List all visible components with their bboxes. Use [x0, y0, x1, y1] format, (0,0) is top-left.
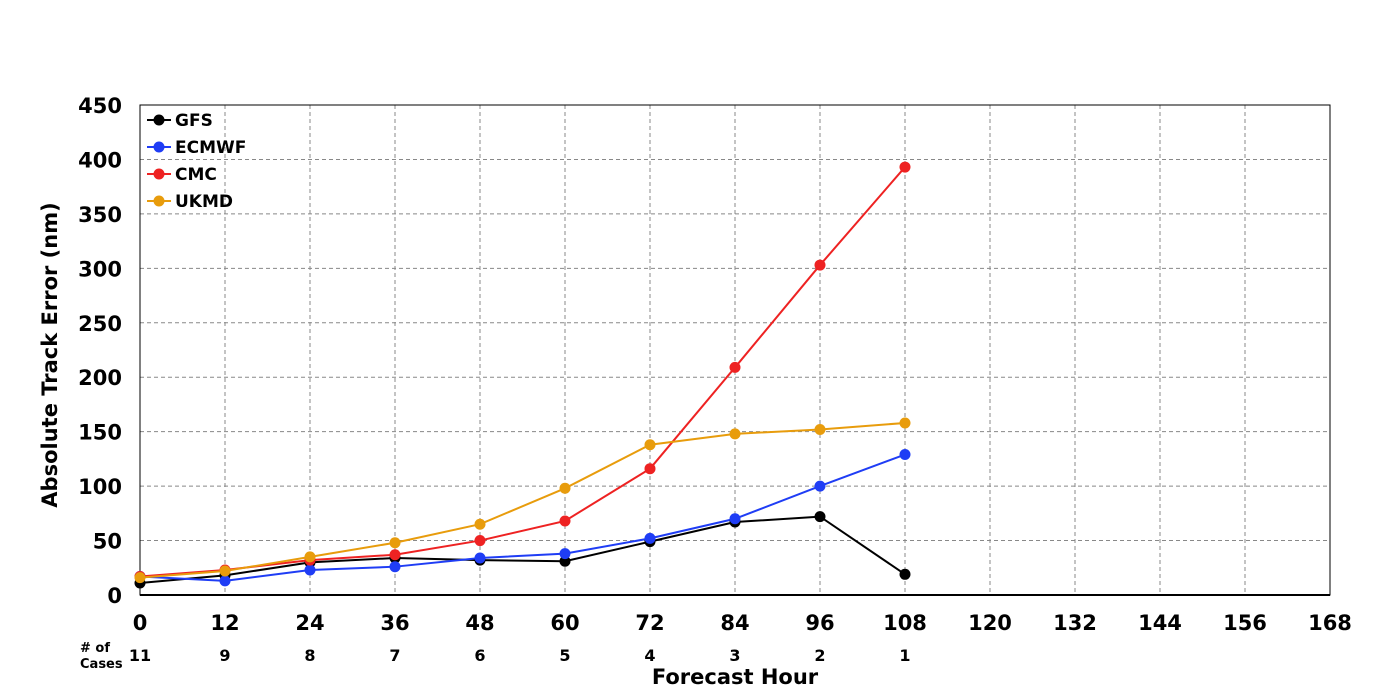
legend-marker-ecmwf	[153, 141, 165, 153]
case-count: 4	[644, 646, 655, 665]
series-line-gfs	[139, 515, 906, 585]
case-count: 6	[474, 646, 485, 665]
y-tick-label: 200	[78, 366, 122, 390]
x-tick-label: 36	[380, 611, 409, 635]
x-tick-label: 168	[1308, 611, 1352, 635]
data-point-ukmd	[814, 423, 826, 435]
case-count: 11	[129, 646, 151, 665]
x-tick-label: 72	[635, 611, 664, 635]
data-point-ecmwf	[729, 513, 741, 525]
data-point-ukmd	[219, 565, 231, 577]
legend-label-gfs: GFS	[175, 111, 213, 131]
y-tick-label: 300	[78, 257, 122, 281]
data-point-ecmwf	[474, 552, 486, 564]
data-point-cmc	[644, 463, 656, 475]
data-point-ecmwf	[304, 564, 316, 576]
data-point-ecmwf	[644, 532, 656, 544]
cases-label-line2: Cases	[80, 657, 123, 672]
y-tick-labels: 0 50 100 150 200 250 300 350 400 450	[78, 94, 122, 608]
x-axis-title: Forecast Hour	[652, 665, 819, 689]
x-tick-label: 12	[210, 611, 239, 635]
y-axis-title: Absolute Track Error (nm)	[38, 202, 62, 507]
data-point-cmc	[389, 549, 401, 561]
data-point-ukmd	[389, 537, 401, 549]
x-tick-label: 108	[883, 611, 927, 635]
data-point-ukmd	[304, 551, 316, 563]
data-point-ecmwf	[559, 548, 571, 560]
case-count: 8	[304, 646, 315, 665]
data-point-gfs	[899, 568, 911, 580]
data-point-ukmd	[559, 482, 571, 494]
x-tick-label: 48	[465, 611, 494, 635]
legend-label-cmc: CMC	[175, 165, 217, 185]
case-count: 5	[559, 646, 570, 665]
data-point-ukmd	[474, 518, 486, 530]
legend-marker-gfs	[153, 114, 165, 126]
data-point-cmc	[729, 361, 741, 373]
y-tick-label: 250	[78, 312, 122, 336]
x-tick-label: 144	[1138, 611, 1182, 635]
data-point-ecmwf	[389, 561, 401, 573]
data-point-ukmd	[729, 428, 741, 440]
x-tick-label: 0	[133, 611, 148, 635]
data-point-cmc	[474, 535, 486, 547]
x-tick-label: 24	[295, 611, 324, 635]
cases-label-line1: # of	[80, 641, 110, 656]
case-count: 2	[814, 646, 825, 665]
series-line-ecmwf	[139, 453, 906, 582]
data-point-ukmd	[644, 439, 656, 451]
data-point-ecmwf	[899, 449, 911, 461]
legend-marker-ukmd	[153, 195, 165, 207]
legend-label-ukmd: UKMD	[175, 192, 233, 212]
data-point-ecmwf	[814, 480, 826, 492]
x-tick-label: 120	[968, 611, 1012, 635]
x-tick-label: 156	[1223, 611, 1267, 635]
x-tick-label: 132	[1053, 611, 1097, 635]
legend-label-ecmwf: ECMWF	[175, 138, 246, 158]
case-count: 9	[219, 646, 230, 665]
series-group	[134, 161, 911, 589]
x-tick-labels: 0 12 24 36 48 60 72 84 96 108 120 132 144 156 168	[133, 611, 1352, 635]
data-point-cmc	[899, 161, 911, 173]
case-count: 3	[729, 646, 740, 665]
case-count: 1	[899, 646, 910, 665]
cases-row: # of Cases 11 9 8 7 6 5 4 3 2 1	[80, 641, 911, 672]
case-count: 7	[389, 646, 400, 665]
x-tick-label: 60	[550, 611, 579, 635]
data-point-gfs	[559, 555, 571, 567]
y-tick-label: 450	[78, 94, 122, 118]
data-point-gfs	[814, 511, 826, 523]
data-point-ukmd	[899, 417, 911, 429]
data-point-cmc	[814, 259, 826, 271]
y-tick-label: 0	[107, 584, 122, 608]
y-tick-label: 350	[78, 203, 122, 227]
series-line-cmc	[139, 166, 906, 578]
x-tick-label: 84	[720, 611, 749, 635]
y-tick-label: 400	[78, 148, 122, 172]
data-point-cmc	[559, 515, 571, 527]
y-tick-label: 100	[78, 475, 122, 499]
data-point-ukmd	[134, 572, 146, 584]
series-line-ukmd	[139, 421, 906, 579]
y-tick-label: 150	[78, 421, 122, 445]
x-tick-label: 96	[805, 611, 834, 635]
data-point-ecmwf	[219, 575, 231, 587]
y-tick-label: 50	[93, 530, 122, 554]
legend: GFS ECMWF CMC UKMD	[147, 111, 246, 212]
legend-marker-cmc	[153, 168, 165, 180]
